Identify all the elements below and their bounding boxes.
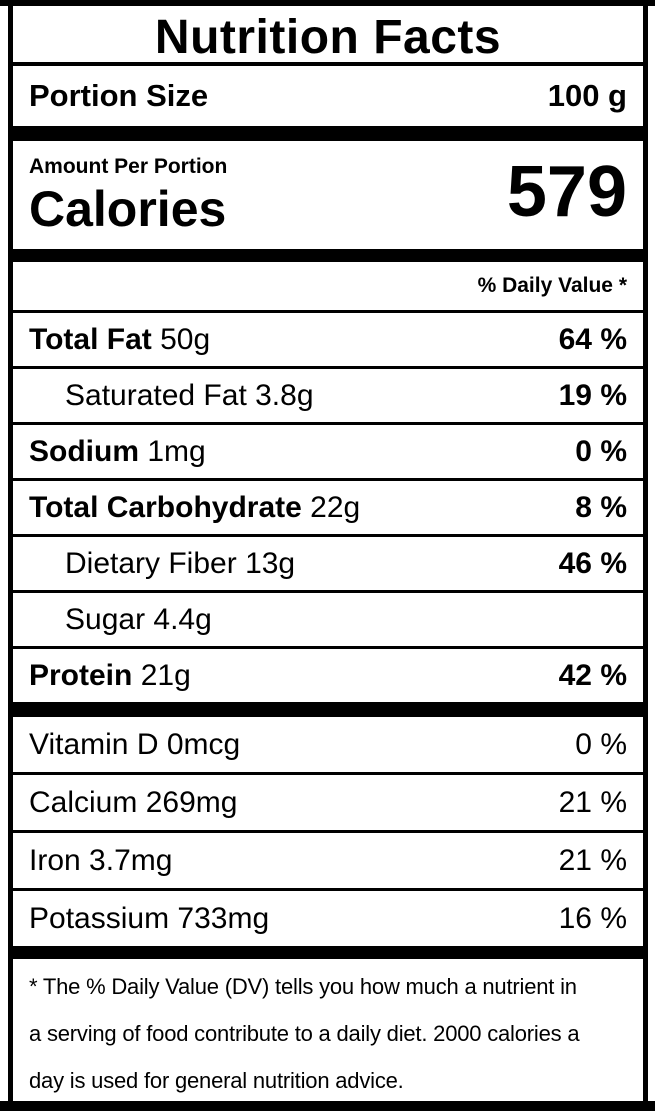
nutrient-name-amount: Sugar 4.4g <box>65 603 212 637</box>
calories-section: Amount Per Portion Calories 579 <box>13 141 643 249</box>
nutrient-dv: 0 % <box>575 727 627 761</box>
section-bar <box>13 946 643 959</box>
nutrient-dv: 21 % <box>558 785 627 819</box>
row-divider <box>13 534 643 537</box>
portion-size-label: Portion Size <box>29 78 209 113</box>
nutrient-amount: 733mg <box>177 901 270 935</box>
micronutrient-row-vitamin-d: Vitamin D 0mcg 0 % <box>13 717 643 772</box>
daily-value-footnote: * The % Daily Value (DV) tells you how m… <box>13 959 643 1101</box>
footnote-line: day is used for general nutrition advice… <box>29 1068 404 1093</box>
nutrient-name-amount: Iron 3.7mg <box>29 844 172 878</box>
nutrient-row-total-fat: Total Fat 50g 64 % <box>13 313 643 366</box>
nutrient-amount: 3.8g <box>255 378 314 412</box>
nutrient-name: Saturated Fat <box>65 378 247 412</box>
nutrient-amount: 21g <box>140 658 191 692</box>
nutrient-name-amount: Potassium 733mg <box>29 902 269 936</box>
nutrient-name: Sugar <box>65 602 146 636</box>
nutrient-dv: 0 % <box>575 434 627 468</box>
row-divider <box>13 590 643 593</box>
row-divider <box>13 772 643 775</box>
nutrient-name-amount: Calcium 269mg <box>29 786 237 820</box>
micronutrient-row-calcium: Calcium 269mg 21 % <box>13 775 643 830</box>
title-divider <box>13 62 643 66</box>
row-divider <box>13 830 643 833</box>
row-divider <box>13 888 643 891</box>
calories-left: Amount Per Portion Calories <box>29 141 227 249</box>
nutrient-name: Sodium <box>29 434 139 468</box>
footnote-line: a serving of food contribute to a daily … <box>29 1021 580 1046</box>
nutrient-dv: 46 % <box>558 546 627 580</box>
nutrient-name: Protein <box>29 658 133 692</box>
nutrient-amount: 269mg <box>145 785 238 819</box>
label-outer-bottom-border <box>0 1101 655 1111</box>
nutrient-row-protein: Protein 21g 42 % <box>13 649 643 702</box>
nutrient-row-sodium: Sodium 1mg 0 % <box>13 425 643 478</box>
row-divider <box>13 366 643 369</box>
nutrient-dv: 8 % <box>575 490 627 524</box>
section-bar <box>13 702 643 717</box>
nutrient-amount: 3.7mg <box>89 843 173 877</box>
nutrient-dv: 64 % <box>558 322 627 356</box>
nutrient-name-amount: Total Carbohydrate 22g <box>29 491 360 525</box>
nutrient-row-sugar: Sugar 4.4g <box>13 593 643 646</box>
nutrient-name: Iron <box>29 843 81 877</box>
calories-value: 579 <box>506 152 627 232</box>
nutrient-name-amount: Sodium 1mg <box>29 435 206 469</box>
micronutrient-row-potassium: Potassium 733mg 16 % <box>13 891 643 946</box>
row-divider <box>13 478 643 481</box>
label-title: Nutrition Facts <box>154 11 502 64</box>
nutrient-amount: 50g <box>160 322 211 356</box>
nutrient-row-dietary-fiber: Dietary Fiber 13g 46 % <box>13 537 643 590</box>
portion-size-value: 100 g <box>547 78 627 113</box>
nutrient-name: Calcium <box>29 785 138 819</box>
nutrient-dv: 21 % <box>558 843 627 877</box>
nutrient-dv: 42 % <box>558 658 627 692</box>
nutrient-name: Dietary Fiber <box>65 546 237 580</box>
nutrient-amount: 0mcg <box>166 727 241 761</box>
nutrient-row-total-carbohydrate: Total Carbohydrate 22g 8 % <box>13 481 643 534</box>
daily-value-header: % Daily Value * <box>477 274 627 297</box>
row-divider <box>13 646 643 649</box>
footnote-line: * The % Daily Value (DV) tells you how m… <box>29 974 577 999</box>
amount-per-portion-label: Amount Per Portion <box>29 155 228 178</box>
nutrient-amount: 1mg <box>147 434 206 468</box>
row-divider <box>13 310 643 313</box>
nutrient-amount: 13g <box>245 546 296 580</box>
nutrient-dv: 19 % <box>558 378 627 412</box>
nutrient-row-saturated-fat: Saturated Fat 3.8g 19 % <box>13 369 643 422</box>
nutrient-name-amount: Saturated Fat 3.8g <box>65 379 314 413</box>
nutrient-amount: 22g <box>310 490 361 524</box>
section-bar <box>13 126 643 141</box>
nutrient-name: Vitamin D <box>29 727 159 761</box>
nutrient-name: Total Fat <box>29 322 152 356</box>
nutrient-name-amount: Protein 21g <box>29 659 191 693</box>
section-bar <box>13 249 643 262</box>
nutrient-dv: 16 % <box>558 901 627 935</box>
nutrient-amount: 4.4g <box>153 602 212 636</box>
nutrition-facts-label: Nutrition Facts Portion Size 100 g Amoun… <box>8 6 648 1101</box>
nutrient-name: Total Carbohydrate <box>29 490 302 524</box>
label-outer-top-border <box>0 0 655 6</box>
row-divider <box>13 422 643 425</box>
portion-size-row: Portion Size 100 g <box>13 66 643 126</box>
nutrient-name-amount: Vitamin D 0mcg <box>29 728 240 762</box>
nutrient-name: Potassium <box>29 901 170 935</box>
calories-label: Calories <box>29 181 227 237</box>
micronutrient-row-iron: Iron 3.7mg 21 % <box>13 833 643 888</box>
nutrient-name-amount: Dietary Fiber 13g <box>65 547 295 581</box>
nutrient-name-amount: Total Fat 50g <box>29 323 210 357</box>
